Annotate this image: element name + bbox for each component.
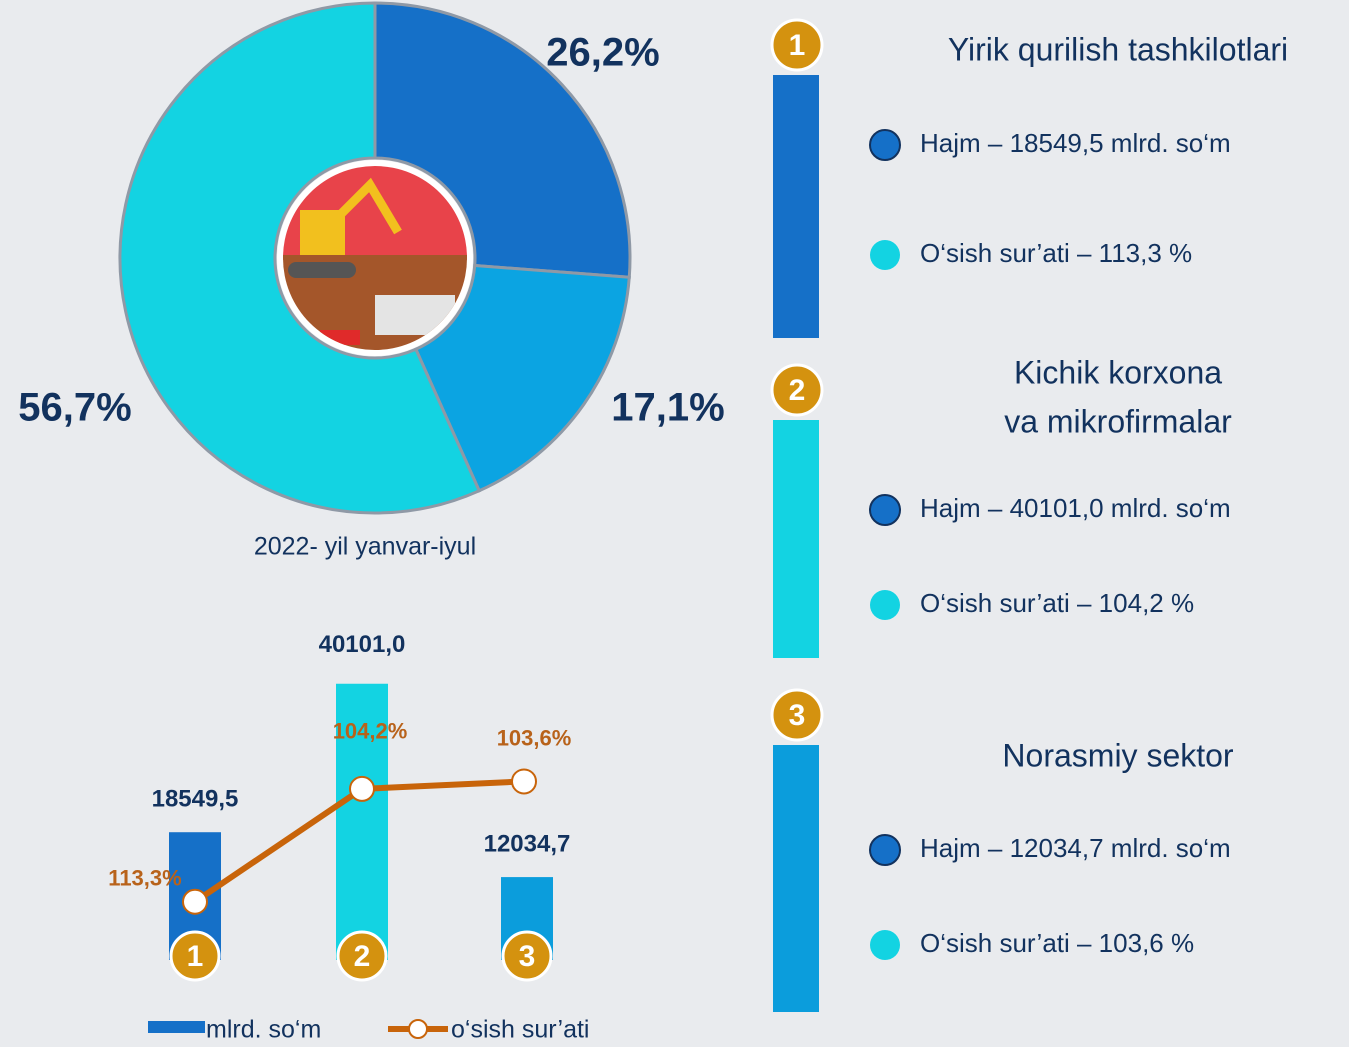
panel-title: Kichik korxona	[1014, 354, 1222, 390]
item-bullet	[870, 590, 900, 620]
item-bullet	[870, 240, 900, 270]
item-text: Hajm – 12034,7 mlrd. so‘m	[920, 833, 1231, 863]
legend-swatch	[148, 1021, 205, 1033]
panel-title: va mikrofirmalar	[1004, 403, 1232, 439]
panel-badge	[770, 363, 824, 417]
category-badge	[501, 930, 553, 982]
item-text: O‘sish sur’ati – 103,6 %	[920, 928, 1194, 958]
donut-label: 56,7%	[18, 386, 131, 430]
donut-segment	[413, 263, 631, 493]
panel-bar	[773, 75, 819, 338]
growth-label: 104,2%	[333, 719, 408, 744]
bar-value-label: 12034,7	[484, 830, 571, 857]
panel-bar	[773, 420, 819, 658]
panel-title: Norasmiy sektor	[1002, 737, 1234, 773]
category-label: 1	[187, 940, 204, 973]
art-arm	[336, 177, 402, 235]
panel-title: Yirik qurilish tashkilotlari	[948, 31, 1288, 67]
panel-badge	[770, 688, 824, 742]
growth-label: 103,6%	[497, 725, 572, 750]
legend-marker	[408, 1019, 428, 1039]
item-bullet	[869, 834, 901, 866]
donut-segment	[373, 1, 632, 279]
art-excavator	[300, 210, 345, 255]
item-bullet	[869, 129, 901, 161]
center-illustration	[277, 160, 473, 356]
panel-number: 2	[789, 374, 806, 407]
category-label: 3	[519, 940, 536, 973]
item-text: Hajm – 40101,0 mlrd. so‘m	[920, 493, 1231, 523]
legend-label: mlrd. so‘m	[206, 1016, 321, 1044]
item-text: O‘sish sur’ati – 104,2 %	[920, 588, 1194, 618]
bar-value-label: 18549,5	[152, 786, 239, 813]
item-text: O‘sish sur’ati – 113,3 %	[920, 238, 1192, 268]
bar	[336, 683, 388, 960]
growth-marker	[182, 888, 208, 915]
item-bullet	[869, 494, 901, 526]
panel-number: 1	[789, 29, 806, 62]
legend-label: o‘sish sur’ati	[451, 1016, 589, 1044]
growth-marker	[349, 775, 375, 802]
bar-value-label: 40101,0	[319, 631, 406, 658]
donut-label: 26,2%	[546, 31, 659, 75]
item-text: Hajm – 18549,5 mlrd. so‘m	[920, 128, 1231, 158]
panel-bar	[773, 745, 819, 1012]
art-track	[288, 262, 356, 278]
panel-badge	[770, 18, 824, 72]
donut-label: 17,1%	[611, 386, 724, 430]
growth-marker	[511, 768, 537, 795]
category-label: 2	[354, 940, 371, 973]
item-bullet	[870, 930, 900, 960]
panel-number: 3	[789, 699, 806, 732]
category-badge	[336, 930, 388, 982]
category-badge	[169, 930, 221, 982]
growth-label: 113,3%	[108, 866, 181, 891]
donut-caption: 2022- yil yanvar-iyul	[254, 533, 476, 561]
donut-segment	[118, 1, 482, 515]
